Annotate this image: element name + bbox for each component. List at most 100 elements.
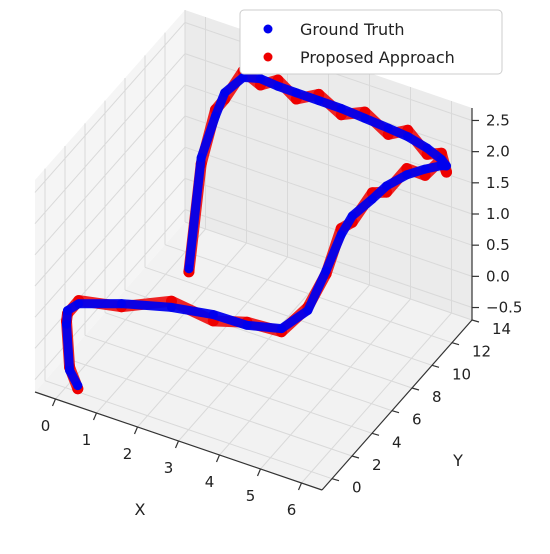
legend-label-proposed-approach: Proposed Approach [300,48,455,67]
x-tick-label: 5 [246,487,256,505]
data-point [256,74,265,84]
grid-line-z [34,178,186,349]
data-point [273,81,283,91]
grid-line-z [34,53,186,224]
grid-line-x [137,256,288,428]
data-point [403,132,413,142]
y-tick-label: 14 [492,320,511,338]
data-point [184,264,194,274]
legend-box [239,9,503,75]
data-point [382,181,391,191]
grid-line-z [34,84,186,256]
grid-line-x [96,242,247,414]
grid-line-z [184,177,473,277]
legend-marker-ground-truth [263,24,273,34]
y-tick-label: 2 [372,456,382,474]
grid-line-y [104,312,393,412]
y-tick-mark [471,319,480,323]
y-tick-label: 6 [412,411,422,429]
z-tick-label: 2.5 [486,111,510,129]
y-axis-line [321,319,473,491]
data-point [208,310,218,320]
data-point [73,381,83,391]
data-point [442,161,451,171]
y-tick-label: 10 [452,365,471,383]
x-tick-mark [256,468,262,477]
data-point [420,164,430,174]
grid-line-y [84,334,373,434]
grid-line-z [34,146,186,318]
y-tick-mark [351,455,360,459]
data-point [62,319,71,329]
grid-line-y [44,380,333,480]
y-tick-label: 8 [432,388,442,406]
data-point [65,365,75,375]
grid-line-z [184,146,473,246]
y-tick-mark [451,342,460,346]
data-point [291,88,301,98]
data-point [277,324,286,334]
data-point [336,230,346,240]
x-tick-label: 4 [205,473,215,491]
data-point [367,194,377,204]
x-tick-label: 1 [82,431,92,449]
data-point [360,113,370,123]
z-tick-label: 1.0 [486,205,510,223]
grid-line-x [219,284,370,456]
series-layer [61,65,452,395]
axis-lines [34,108,480,491]
data-point [242,320,252,330]
data-point [167,302,176,312]
grid-line-y [144,266,433,366]
y-axis-label: Y [452,451,463,470]
data-point [238,72,248,82]
z-tick-label: 0.5 [486,236,510,254]
y-tick-label: 12 [472,343,491,361]
grid-line-y [64,357,353,457]
grid-line-z [34,209,186,380]
z-tick-label: 0.0 [486,267,510,285]
data-point [347,211,357,221]
x-tick-label: 0 [41,417,51,435]
grid-line-y [164,244,453,344]
data-point [220,88,230,98]
y-tick-mark [431,364,440,368]
legend: Ground Truth Proposed Approach [239,9,503,75]
grid-line-x [55,228,206,400]
data-point [211,111,220,121]
data-point [402,170,412,180]
data-point [336,104,346,113]
grid-line-x [178,270,329,442]
z-tick-label: 1.5 [486,174,510,192]
data-point [321,266,331,276]
data-point [314,96,324,106]
z-tick-label: −0.5 [486,299,522,317]
x-tick-mark [133,426,139,435]
z-tick-label: 2.0 [486,143,510,161]
data-point [303,305,313,315]
grid-line-z [34,22,186,193]
data-point [422,143,432,153]
x-tick-mark [92,412,98,421]
y-tick-mark [331,478,340,482]
series-ground-truth [62,72,451,391]
grid-line-z [184,115,473,215]
legend-label-ground-truth: Ground Truth [300,20,405,39]
x-tick-label: 6 [287,501,297,519]
x-tick-label: 3 [164,459,174,477]
y-tick-mark [391,410,400,414]
x-tick-mark [297,482,303,491]
grid-line-z [34,115,186,287]
x-axis-label: X [135,500,146,519]
data-point [74,299,84,309]
data-point [196,153,206,163]
data-point [117,299,126,309]
grid-line-x [260,298,411,470]
legend-marker-proposed-approach [263,52,273,62]
data-point [436,154,446,164]
x-tick-mark [215,454,221,463]
x-tick-mark [174,440,180,449]
